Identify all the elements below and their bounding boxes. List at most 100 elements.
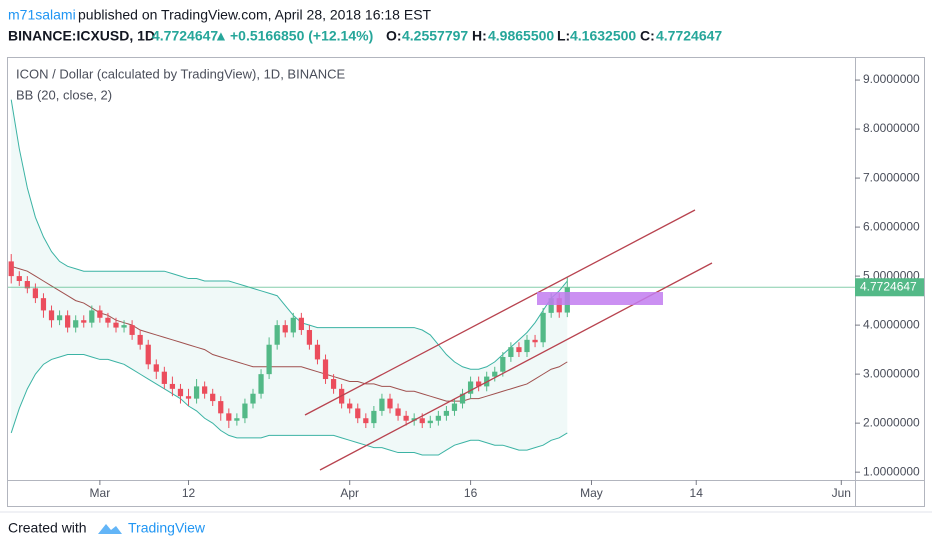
plot: 1.00000002.00000003.00000004.00000005.00… xyxy=(8,72,924,500)
candle-body xyxy=(419,418,425,424)
created-with: Created with xyxy=(8,520,87,536)
zone-rect xyxy=(537,292,663,305)
x-tick-label: Apr xyxy=(340,486,359,500)
o: 4.2557797 xyxy=(402,28,468,44)
candle-body xyxy=(459,393,466,404)
candle-body xyxy=(274,325,280,345)
candle-body xyxy=(105,317,111,323)
published: published on TradingView.com, April 28, … xyxy=(78,7,432,23)
candle-body xyxy=(210,393,216,402)
candle-body xyxy=(32,288,39,299)
y-tick-label: 2.0000000 xyxy=(863,415,920,429)
symbol: BINANCE:ICXUSD, 1D xyxy=(8,28,155,44)
y-tick-label: 6.0000000 xyxy=(863,219,920,233)
candle-body xyxy=(330,379,337,389)
candle-body xyxy=(24,281,30,289)
candle-body xyxy=(347,403,353,409)
candle-body xyxy=(169,383,176,389)
candle-body xyxy=(508,347,514,357)
candle-body xyxy=(177,388,184,397)
candle-body xyxy=(258,374,264,394)
candle-body xyxy=(524,339,530,353)
brand[interactable]: TradingView xyxy=(128,520,206,536)
y-tick-label: 4.0000000 xyxy=(863,317,920,331)
y-tick-label: 7.0000000 xyxy=(863,170,920,184)
candle-body xyxy=(516,347,522,353)
c-label: C: xyxy=(640,28,655,44)
candle-body xyxy=(435,415,441,421)
candle-body xyxy=(411,418,417,421)
candle-body xyxy=(371,410,377,424)
last-price-label: 4.7724647 xyxy=(860,279,917,293)
candle-body xyxy=(121,325,127,328)
candle-body xyxy=(387,398,393,409)
l-label: L: xyxy=(557,28,570,44)
candle-body xyxy=(548,298,554,313)
bb-fill xyxy=(11,99,568,456)
candle-body xyxy=(73,320,79,328)
candle-body xyxy=(363,418,369,424)
candle-body xyxy=(65,315,71,328)
x-tick-label: Mar xyxy=(90,486,111,500)
change: +0.5166850 (+12.14%) xyxy=(230,28,373,44)
bb-upper xyxy=(10,99,568,370)
x-tick-label: May xyxy=(580,486,603,500)
candle-body xyxy=(226,413,232,421)
x-tick-label: 14 xyxy=(690,486,704,500)
o-label: O: xyxy=(386,28,402,44)
last-price-box xyxy=(855,278,924,297)
candle-body xyxy=(379,398,385,411)
candle-body xyxy=(161,371,167,384)
x-tick-label: Jun xyxy=(832,486,851,500)
candle-body xyxy=(492,371,498,377)
y-tick-label: 3.0000000 xyxy=(863,366,920,380)
c: 4.7724647 xyxy=(656,28,722,44)
x-tick-label: 12 xyxy=(182,486,196,500)
candle-body xyxy=(355,408,361,419)
last: 4.7724647 xyxy=(152,28,218,44)
candle-body xyxy=(193,386,200,399)
candle-body xyxy=(153,364,159,372)
arrow: ▲ xyxy=(214,28,228,44)
l: 4.1632500 xyxy=(570,28,636,44)
y-tick-label: 9.0000000 xyxy=(863,72,920,86)
y-tick-label: 1.0000000 xyxy=(863,464,920,478)
candle-body xyxy=(129,325,135,335)
indicator-label: BB (20, close, 2) xyxy=(16,87,112,102)
bb-lower xyxy=(10,354,568,456)
candle-body xyxy=(290,317,296,333)
candle-body xyxy=(282,325,288,333)
candle-body xyxy=(250,393,256,404)
candle-body xyxy=(540,312,546,343)
y-tick-label: 8.0000000 xyxy=(863,121,920,135)
drawings xyxy=(304,209,713,471)
candle-body xyxy=(113,322,119,328)
candle-body xyxy=(395,408,401,416)
candle-body xyxy=(451,403,458,411)
trend-line xyxy=(304,209,696,416)
candle-body xyxy=(242,403,248,419)
candle-body xyxy=(8,261,14,277)
candle-body xyxy=(89,310,95,323)
symbol-line: BINANCE:ICXUSD, 1D 4.7724647 ▲ +0.516685… xyxy=(8,28,722,44)
candle-body xyxy=(81,320,87,323)
candle-body xyxy=(500,356,506,372)
candle-body xyxy=(443,410,450,416)
candle-body xyxy=(322,359,329,380)
h-label: H: xyxy=(472,28,487,44)
candle-body xyxy=(532,339,538,343)
x-tick-label: 16 xyxy=(464,486,478,500)
candle-body xyxy=(234,418,240,421)
frame xyxy=(7,57,925,507)
logo xyxy=(98,524,122,534)
candle-body xyxy=(48,310,55,321)
candle-body xyxy=(476,381,482,387)
bb-basis xyxy=(11,265,568,402)
candle-body xyxy=(427,420,433,424)
author[interactable]: m71salami xyxy=(8,7,76,23)
candle-body xyxy=(56,315,63,321)
candle-body xyxy=(314,344,321,360)
